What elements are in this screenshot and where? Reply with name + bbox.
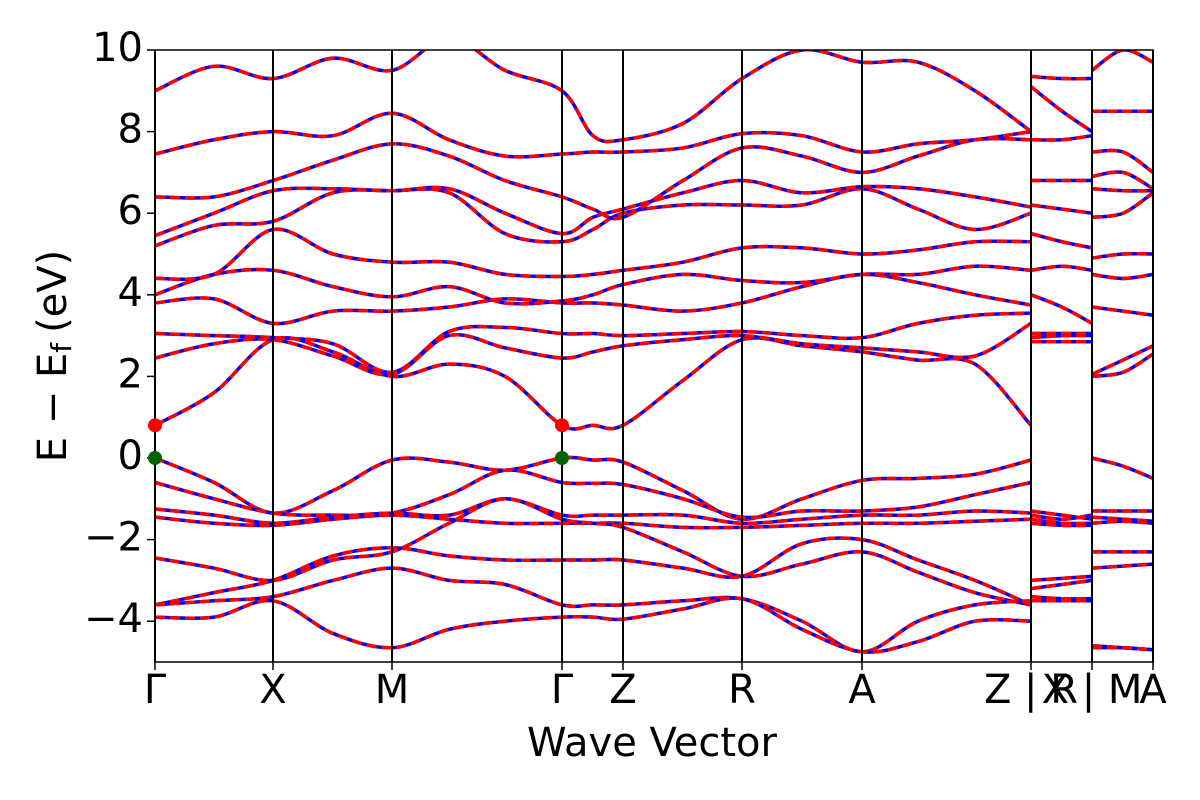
band	[155, 321, 1153, 377]
band-overlay	[155, 468, 1153, 521]
band-overlay	[155, 251, 1153, 306]
band-overlay	[155, 566, 1153, 654]
band-overlay	[155, 50, 1153, 144]
band-overlay	[155, 186, 1153, 248]
x-tick-label: M	[375, 667, 410, 713]
band	[155, 50, 1153, 144]
y-label-main: E − E	[30, 353, 76, 463]
band-overlay	[155, 85, 1153, 159]
x-tick-label: Γ	[144, 667, 167, 713]
x-tick-label: X	[259, 667, 286, 713]
band-overlay	[155, 497, 1153, 526]
band-edge-point	[148, 418, 162, 433]
y-tick-label: 2	[118, 351, 143, 397]
y-tick-label: 8	[118, 107, 143, 153]
band	[155, 566, 1153, 654]
band-overlay	[155, 272, 1153, 326]
band	[155, 596, 1153, 654]
band-overlay	[155, 321, 1153, 377]
y-label-sub: f	[45, 342, 78, 353]
band-overlay	[155, 170, 1153, 238]
band-edge-point	[148, 451, 162, 465]
band	[155, 336, 1153, 431]
y-tick-label: −2	[84, 515, 143, 561]
x-tick-label: Z	[609, 667, 636, 713]
band-overlay	[155, 497, 1153, 607]
band-overlay	[155, 133, 1153, 221]
band-overlay	[155, 305, 1153, 375]
band	[155, 186, 1153, 248]
band-overlay	[155, 513, 1153, 530]
x-tick-label: Z | R	[984, 667, 1078, 713]
x-tick-label: Γ	[551, 667, 574, 713]
x-tick-label: A	[848, 667, 876, 713]
band	[155, 85, 1153, 159]
y-tick-label: 6	[118, 188, 143, 234]
band-edge-point	[555, 451, 569, 465]
band-overlay	[155, 191, 1153, 281]
x-axis-label: Wave Vector	[527, 720, 778, 766]
x-tick-label: A	[1139, 667, 1167, 713]
band-overlay	[155, 336, 1153, 431]
band-edge-point	[555, 418, 569, 433]
band-overlay	[155, 596, 1153, 654]
y-tick-label: −4	[84, 596, 143, 642]
x-tick-label: X | M	[1042, 667, 1143, 713]
band	[155, 170, 1153, 238]
y-tick-label: 0	[118, 433, 143, 479]
y-label-unit: (eV)	[30, 250, 76, 333]
band-overlay	[155, 455, 1153, 521]
plot-area	[155, 50, 1153, 654]
y-axis-label: E − Ef (eV)	[30, 250, 78, 463]
x-tick-label: R	[728, 667, 756, 713]
y-tick-label: 4	[118, 270, 143, 316]
band-overlay	[155, 536, 1153, 607]
y-tick-label: 10	[92, 25, 143, 71]
